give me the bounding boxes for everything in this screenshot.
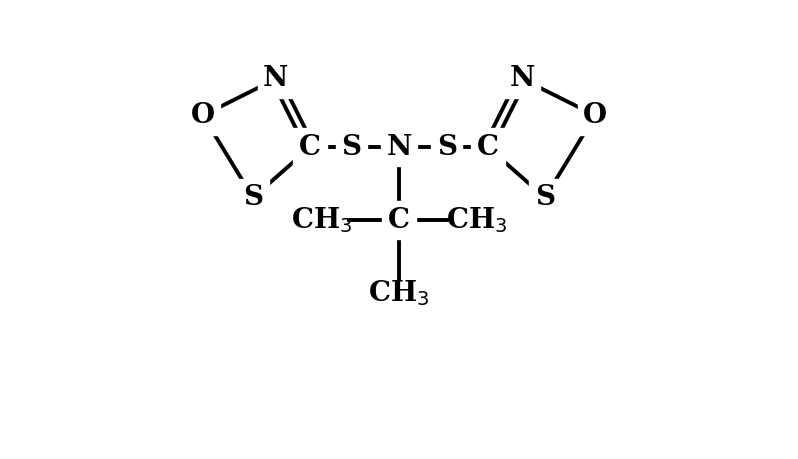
Text: N: N — [509, 66, 535, 92]
Text: S: S — [243, 184, 263, 211]
Text: CH$_3$: CH$_3$ — [290, 206, 352, 235]
Text: CH$_3$: CH$_3$ — [446, 206, 508, 235]
Text: N: N — [386, 134, 412, 161]
Text: CH$_3$: CH$_3$ — [369, 279, 429, 308]
Text: S: S — [341, 134, 361, 161]
Text: C: C — [477, 134, 499, 161]
Text: O: O — [583, 102, 607, 129]
Text: C: C — [299, 134, 321, 161]
Text: S: S — [535, 184, 555, 211]
Text: N: N — [263, 66, 289, 92]
Text: O: O — [191, 102, 215, 129]
Text: S: S — [437, 134, 457, 161]
Text: C: C — [388, 207, 410, 234]
